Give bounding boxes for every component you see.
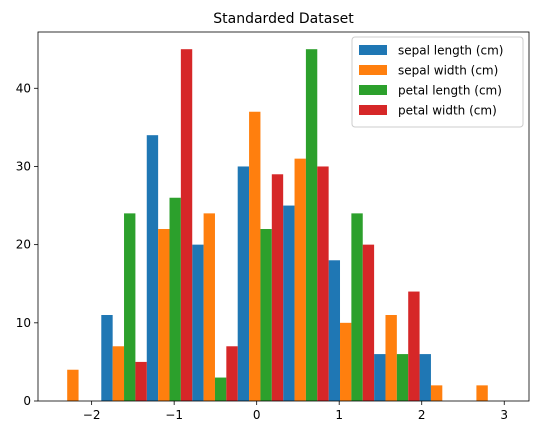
bar (260, 229, 272, 401)
y-axis-ticks: 0 10 20 30 40 (16, 81, 38, 408)
bar (351, 213, 363, 401)
x-tick-label: 0 (253, 408, 261, 422)
bar (67, 369, 79, 401)
bar (305, 49, 318, 401)
bar (226, 346, 238, 401)
bar (192, 244, 204, 401)
legend-swatch (359, 85, 387, 95)
bar (385, 315, 397, 401)
legend-label: sepal width (cm) (398, 64, 498, 78)
bar (317, 166, 329, 401)
bar (396, 354, 409, 401)
bar (158, 229, 170, 401)
bar (237, 166, 250, 401)
legend-items: sepal length (cm) sepal width (cm) petal l… (359, 44, 503, 118)
bar (271, 174, 284, 401)
x-tick-label: −1 (165, 408, 183, 422)
legend-swatch (359, 65, 387, 75)
bar (214, 377, 227, 401)
y-tick-label: 20 (16, 238, 31, 252)
bar (362, 244, 375, 401)
legend-label: sepal length (cm) (398, 44, 503, 58)
x-tick-label: 3 (500, 408, 508, 422)
legend-swatch (359, 105, 387, 115)
bar (124, 213, 136, 401)
legend: sepal length (cm) sepal width (cm) petal l… (351, 36, 524, 128)
y-tick-label: 30 (16, 159, 31, 173)
bar (169, 197, 181, 401)
bar (283, 205, 295, 401)
bar (408, 291, 420, 401)
y-tick-label: 40 (16, 81, 31, 95)
plot-area-frame (37, 31, 530, 402)
bar (374, 354, 386, 401)
legend-swatch (359, 45, 387, 55)
legend-label: petal length (cm) (398, 84, 502, 98)
y-tick-label: 10 (16, 316, 31, 330)
x-tick-label: 1 (335, 408, 343, 422)
bar (419, 354, 431, 401)
bar (135, 361, 147, 401)
bar (112, 346, 125, 401)
legend-label: petal width (cm) (398, 104, 497, 118)
bar (146, 135, 159, 401)
bar (180, 49, 193, 401)
x-tick-label: 2 (418, 408, 426, 422)
bar (430, 385, 443, 401)
bar (203, 213, 215, 401)
bar (294, 158, 306, 401)
chart-title: Standarded Dataset (213, 11, 354, 27)
bar (101, 315, 113, 401)
legend-box (351, 36, 524, 128)
bar (476, 385, 488, 401)
bar (328, 260, 341, 401)
bar (249, 111, 261, 402)
bar (340, 322, 352, 401)
x-tick-label: −2 (83, 408, 101, 422)
bars-group (67, 49, 488, 402)
y-tick-label: 0 (23, 394, 31, 408)
x-axis-ticks: −2 −1 0 1 2 3 (83, 401, 508, 422)
